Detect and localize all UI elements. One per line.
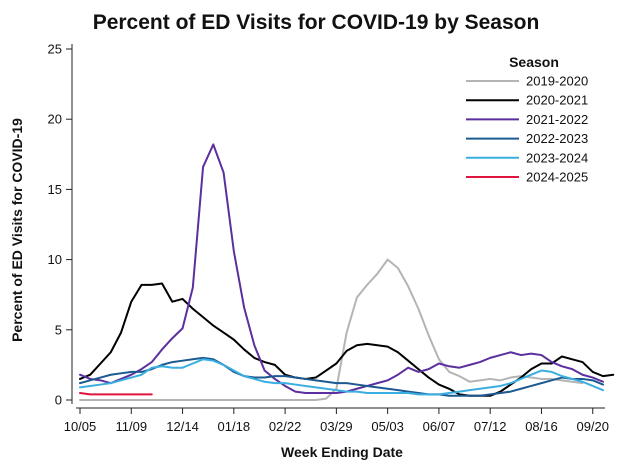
legend-title: Season bbox=[509, 54, 559, 70]
series-line-2023-2024 bbox=[79, 358, 604, 396]
y-tick-label: 25 bbox=[48, 42, 62, 57]
legend-label: 2021-2022 bbox=[526, 112, 588, 127]
series-line-2020-2021 bbox=[79, 282, 615, 397]
legend-label: 2022-2023 bbox=[526, 131, 588, 146]
legend-label: 2023-2024 bbox=[526, 150, 588, 165]
series-line-2019-2020 bbox=[79, 258, 584, 401]
y-tick-label: 15 bbox=[48, 182, 62, 197]
series-lines bbox=[79, 143, 615, 401]
chart-title: Percent of ED Visits for COVID-19 by Sea… bbox=[93, 11, 540, 34]
legend-label: 2020-2021 bbox=[526, 93, 588, 108]
x-ticks: 10/05 11/09 12/14 01/18 02/22 03/29 05/03 06/07… bbox=[64, 408, 609, 434]
y-ticks: 0 5 10 15 20 25 bbox=[48, 42, 72, 408]
x-tick-label: 08/16 bbox=[525, 419, 558, 434]
x-tick-label: 03/29 bbox=[320, 419, 353, 434]
y-tick-label: 10 bbox=[48, 252, 62, 267]
y-axis-label: Percent of ED Visits for COVID-19 bbox=[9, 118, 25, 342]
y-tick-label: 5 bbox=[55, 322, 62, 337]
axes bbox=[71, 44, 605, 409]
x-tick-label: 05/03 bbox=[371, 419, 404, 434]
legend-items: 2019-2020 2020-2021 2021-2022 2022-2023 2023… bbox=[466, 74, 588, 185]
legend-label: 2024-2025 bbox=[526, 170, 588, 185]
x-tick-label: 09/20 bbox=[576, 419, 609, 434]
legend: Season 2019-2020 2020-2021 2021-2022 2022-2… bbox=[466, 54, 588, 185]
x-axis-label: Week Ending Date bbox=[281, 444, 403, 460]
series-line-2021-2022 bbox=[79, 143, 604, 394]
series-line-2022-2023 bbox=[79, 356, 604, 397]
x-tick-label: 10/05 bbox=[64, 419, 97, 434]
x-tick-label: 11/09 bbox=[115, 419, 147, 434]
y-tick-label: 0 bbox=[55, 393, 62, 408]
x-tick-label: 12/14 bbox=[166, 419, 199, 434]
legend-label: 2019-2020 bbox=[526, 74, 588, 89]
y-tick-label: 20 bbox=[48, 112, 62, 127]
x-tick-label: 01/18 bbox=[218, 419, 251, 434]
x-tick-label: 02/22 bbox=[269, 419, 302, 434]
series-line-2024-2025 bbox=[79, 391, 153, 396]
x-tick-label: 06/07 bbox=[423, 419, 456, 434]
x-tick-label: 07/12 bbox=[474, 419, 507, 434]
